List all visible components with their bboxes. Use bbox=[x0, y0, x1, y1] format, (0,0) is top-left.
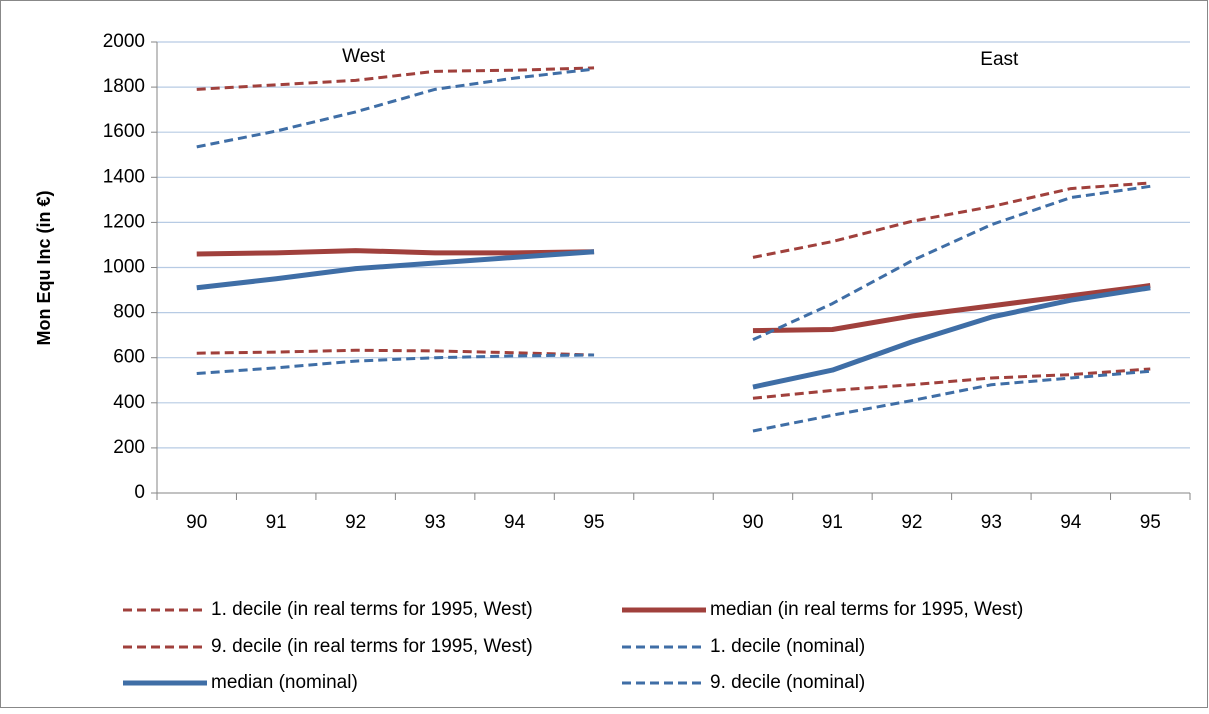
legend-label: 9. decile (in real terms for 1995, West) bbox=[211, 636, 533, 657]
legend-label: 9. decile (nominal) bbox=[710, 672, 865, 693]
x-tick-label: 95 bbox=[583, 512, 604, 533]
annotation: West bbox=[342, 46, 386, 67]
x-tick-label: 90 bbox=[742, 512, 763, 533]
x-tick-label: 90 bbox=[186, 512, 207, 533]
x-tick-label: 91 bbox=[266, 512, 287, 533]
line-series bbox=[196, 249, 1151, 390]
y-tick-label: 0 bbox=[134, 482, 145, 503]
y-tick-label: 1000 bbox=[103, 257, 145, 278]
legend-label: median (in real terms for 1995, West) bbox=[710, 599, 1023, 620]
y-tick-label: 400 bbox=[113, 392, 145, 413]
x-tick-label: 92 bbox=[901, 512, 922, 533]
y-tick-label: 1800 bbox=[103, 76, 145, 97]
line-series bbox=[196, 348, 1151, 400]
legend-label: 1. decile (in real terms for 1995, West) bbox=[211, 599, 533, 620]
legend-label: median (nominal) bbox=[211, 672, 358, 693]
y-axis-label: Mon Equ Inc (in €) bbox=[34, 191, 54, 346]
y-tick-label: 600 bbox=[113, 347, 145, 368]
y-tick-label: 2000 bbox=[103, 31, 145, 52]
y-tick-label: 800 bbox=[113, 302, 145, 323]
y-tick-label: 1400 bbox=[103, 166, 145, 187]
annotation: East bbox=[980, 49, 1019, 70]
line-series bbox=[196, 353, 1151, 433]
line-series bbox=[196, 248, 1151, 334]
x-tick-label: 91 bbox=[822, 512, 843, 533]
x-tick-label: 94 bbox=[504, 512, 526, 533]
y-tick-label: 200 bbox=[113, 437, 145, 458]
x-tick-label: 92 bbox=[345, 512, 366, 533]
line-series bbox=[196, 66, 1151, 259]
x-tick-label: 93 bbox=[981, 512, 1002, 533]
x-tick-label: 93 bbox=[425, 512, 446, 533]
x-tick-label: 95 bbox=[1140, 512, 1161, 533]
legend-label: 1. decile (nominal) bbox=[710, 636, 865, 657]
x-tick-label: 94 bbox=[1060, 512, 1082, 533]
y-tick-label: 1600 bbox=[103, 121, 145, 142]
y-tick-label: 1200 bbox=[103, 211, 145, 232]
line-series bbox=[196, 67, 1151, 342]
